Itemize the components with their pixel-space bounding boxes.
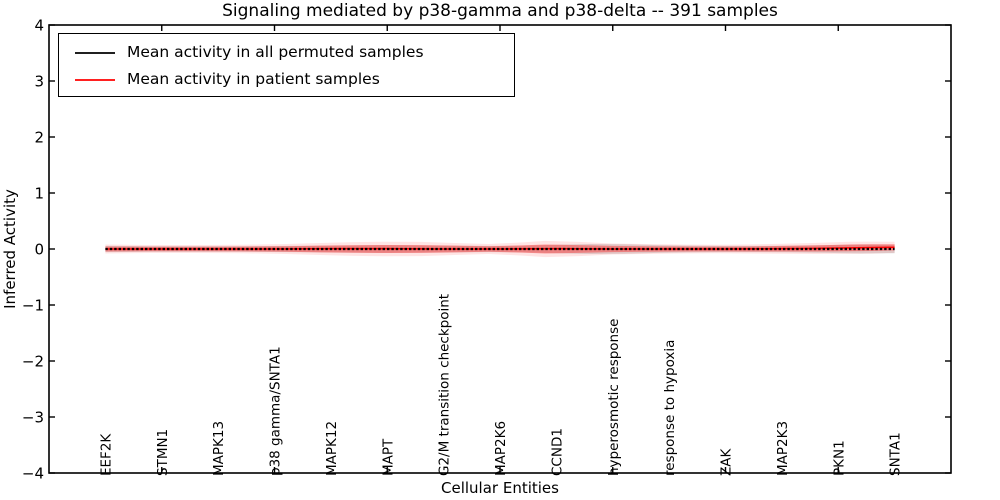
- x-category-label: MAP2K3: [775, 421, 791, 476]
- x-category-label: CCND1: [549, 428, 565, 476]
- x-category-label: MAPK13: [211, 421, 227, 476]
- x-category-label: SNTA1: [888, 432, 904, 476]
- x-category-label: STMN1: [155, 429, 171, 476]
- y-tick-label: 4: [34, 17, 44, 35]
- y-tick-label: −2: [22, 353, 44, 371]
- y-tick-label: −1: [22, 297, 44, 315]
- y-ticks: [49, 24, 951, 474]
- legend-line-sample: [73, 50, 117, 54]
- y-tick-labels: 4 3 2 1 0 −1 −2 −3 −4: [22, 17, 44, 483]
- y-tick-label: −4: [22, 465, 44, 483]
- legend-entry-label: Mean activity in all permuted samples: [127, 42, 424, 61]
- chart-title: Signaling mediated by p38-gamma and p38-…: [222, 1, 778, 21]
- x-category-label: EEF2K: [98, 433, 114, 476]
- x-category-label: ZAK: [719, 448, 735, 476]
- y-tick-label: 1: [34, 185, 44, 203]
- x-category-label: MAPT: [380, 438, 396, 476]
- legend-line-sample: [73, 77, 117, 81]
- x-category-label: response to hypoxia: [662, 340, 678, 476]
- x-category-label: p38 gamma/SNTA1: [268, 346, 284, 476]
- y-tick-label: 0: [34, 241, 44, 259]
- x-category-label: PKN1: [831, 440, 847, 476]
- x-category-label: MAPK12: [324, 421, 340, 476]
- y-axis-label: Inferred Activity: [1, 189, 19, 309]
- legend-entry: Mean activity in all permuted samples: [73, 38, 514, 65]
- x-category-label: G2/M transition checkpoint: [437, 294, 453, 476]
- x-ticks: [161, 25, 839, 473]
- legend-entry-label: Mean activity in patient samples: [127, 69, 380, 88]
- x-category-label: MAP2K6: [493, 421, 509, 476]
- y-tick-label: −3: [22, 409, 44, 427]
- x-category-labels: EEF2K STMN1 MAPK13 p38 gamma/SNTA1 MAPK12 MAP…: [98, 294, 903, 476]
- y-tick-label: 3: [34, 73, 44, 91]
- legend-entry: Mean activity in patient samples: [73, 65, 514, 92]
- x-category-label: hyperosmotic response: [606, 319, 622, 476]
- legend: Mean activity in all permuted samples Mea…: [58, 33, 515, 97]
- x-axis-label: Cellular Entities: [441, 479, 559, 497]
- y-tick-label: 2: [34, 129, 44, 147]
